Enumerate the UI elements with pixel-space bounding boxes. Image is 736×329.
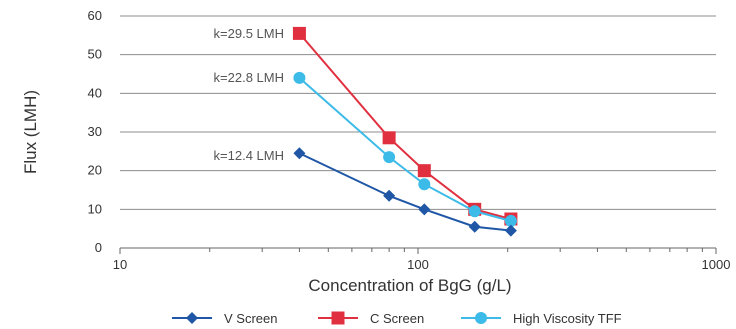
- data-point-high-viscosity-tff: [504, 214, 517, 227]
- legend-item-high-viscosity-tff: High Viscosity TFF: [461, 311, 622, 326]
- y-tick-label-10: 10: [88, 201, 102, 216]
- legend-marker-v-screen: [186, 312, 198, 324]
- x-tick-label-100: 100: [407, 257, 429, 272]
- legend: V Screen C Screen High Viscosity TFF: [172, 311, 622, 326]
- y-tick-label-50: 50: [88, 47, 102, 62]
- data-point-high-viscosity-tff: [293, 71, 306, 84]
- series-c-screen: [292, 26, 518, 226]
- legend-label-c-screen: C Screen: [370, 311, 424, 326]
- legend-marker-c-screen: [331, 311, 345, 325]
- x-axis-title: Concentration of BgG (g/L): [308, 276, 511, 295]
- y-axis-title: Flux (LMH): [21, 90, 40, 174]
- legend-marker-high-viscosity-tff: [475, 312, 487, 324]
- series-high-viscosity-tff: [293, 71, 517, 227]
- data-point-c-screen: [417, 164, 431, 178]
- annotations: k=29.5 LMH k=22.8 LMH k=12.4 LMH: [214, 26, 284, 163]
- legend-item-v-screen: V Screen: [172, 311, 277, 326]
- data-point-v-screen: [468, 220, 481, 233]
- x-tick-label-10: 10: [113, 257, 127, 272]
- series-v-screen: [293, 147, 517, 237]
- annotation-high-viscosity-tff: k=22.8 LMH: [214, 70, 284, 85]
- series-line-high-viscosity-tff: [298, 77, 512, 222]
- series-line-c-screen: [298, 32, 512, 220]
- axes: [119, 247, 717, 254]
- grid-lines: [120, 15, 716, 210]
- data-point-v-screen: [418, 203, 431, 216]
- x-tick-labels: 10 100 1000: [113, 257, 731, 272]
- data-point-high-viscosity-tff: [383, 151, 396, 164]
- legend-item-c-screen: C Screen: [318, 311, 424, 326]
- y-tick-label-0: 0: [95, 240, 102, 255]
- data-point-v-screen: [383, 189, 396, 202]
- legend-label-high-viscosity-tff: High Viscosity TFF: [513, 311, 622, 326]
- x-tick-label-1000: 1000: [702, 257, 731, 272]
- data-point-v-screen: [504, 224, 517, 237]
- legend-label-v-screen: V Screen: [224, 311, 277, 326]
- y-tick-label-40: 40: [88, 85, 102, 100]
- data-point-v-screen: [293, 147, 306, 160]
- series-line-v-screen: [298, 152, 512, 232]
- y-tick-labels: 0 10 20 30 40 50 60: [88, 8, 102, 255]
- y-tick-label-20: 20: [88, 163, 102, 178]
- annotation-v-screen: k=12.4 LMH: [214, 148, 284, 163]
- y-tick-label-30: 30: [88, 124, 102, 139]
- data-point-c-screen: [382, 131, 396, 145]
- annotation-c-screen: k=29.5 LMH: [214, 26, 284, 41]
- data-point-high-viscosity-tff: [468, 205, 481, 218]
- data-point-c-screen: [292, 26, 306, 40]
- data-point-high-viscosity-tff: [418, 178, 431, 191]
- series-layer: [292, 26, 518, 237]
- y-tick-label-60: 60: [88, 8, 102, 23]
